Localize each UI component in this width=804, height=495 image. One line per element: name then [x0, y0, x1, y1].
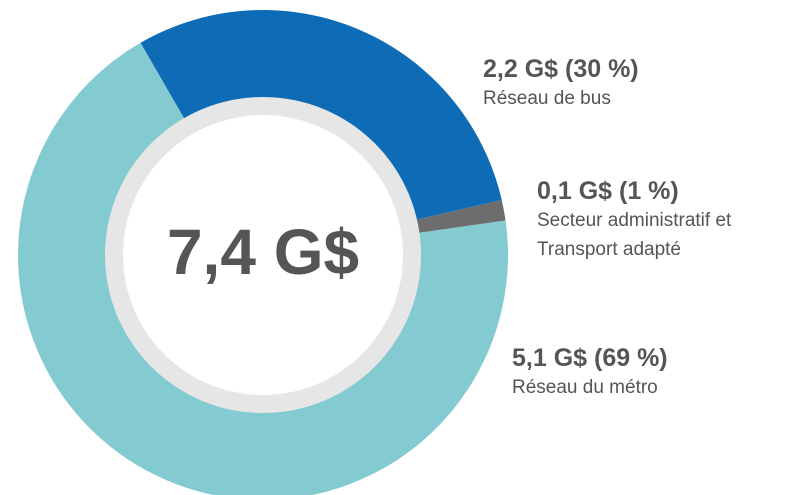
value-label: 2,2 G$ (30 %)	[483, 55, 639, 83]
slice-label: 0,1 G$ (1 %) Secteur administratif et Tra…	[537, 176, 799, 264]
value-label: 0,1 G$ (1 %)	[537, 177, 679, 205]
category-label: Réseau du métro	[512, 377, 658, 398]
hole	[123, 115, 403, 395]
slice-label: 2,2 G$ (30 %) Réseau de bus	[483, 54, 783, 113]
category-label: Secteur administratif et Transport adapt…	[537, 210, 732, 260]
center-label: 7,4 G$	[167, 216, 359, 288]
slice-label: 5,1 G$ (69 %) Réseau du métro	[512, 343, 792, 402]
value-label: 5,1 G$ (69 %)	[512, 344, 668, 372]
category-label: Réseau de bus	[483, 88, 611, 109]
